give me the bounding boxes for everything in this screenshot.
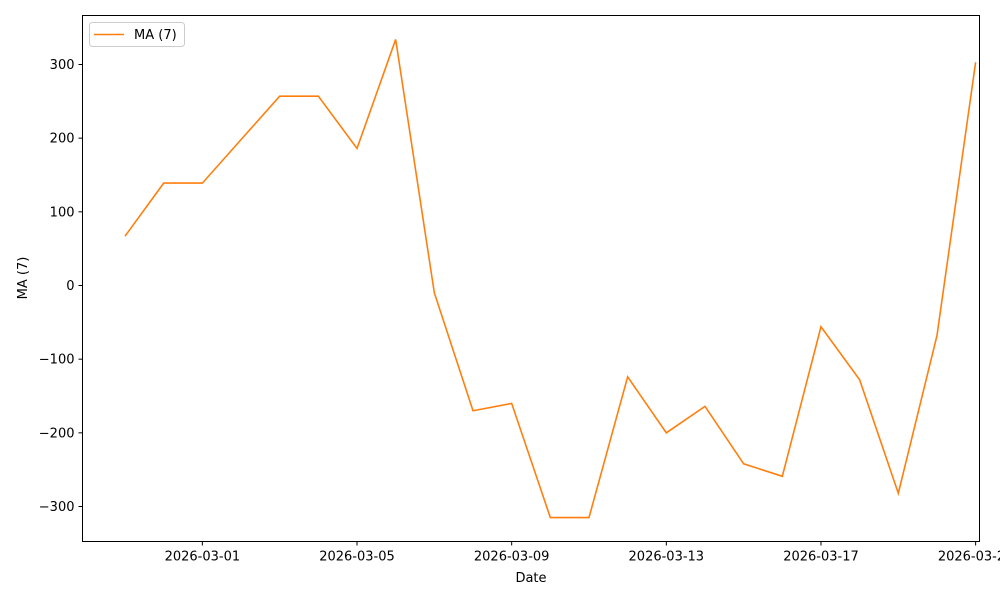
x-tick-label: 2026-03-21 bbox=[938, 550, 1000, 565]
legend: MA (7) bbox=[89, 22, 185, 47]
y-tick-label: −100 bbox=[39, 353, 75, 368]
x-tick-label: 2026-03-09 bbox=[474, 550, 550, 565]
y-tick-label: 300 bbox=[50, 58, 75, 73]
y-axis-label: MA (7) bbox=[16, 257, 31, 300]
legend-box bbox=[89, 22, 185, 47]
legend-label: MA (7) bbox=[134, 28, 177, 43]
y-tick-label: 0 bbox=[66, 279, 74, 294]
x-tick-label: 2026-03-05 bbox=[319, 550, 395, 565]
series-line-ma7 bbox=[124, 39, 977, 519]
x-tick-label: 2026-03-13 bbox=[629, 550, 705, 565]
y-tick-label: 100 bbox=[50, 205, 75, 220]
plot-frame bbox=[82, 15, 980, 542]
x-tick-label: 2026-03-01 bbox=[165, 550, 241, 565]
x-tick-label: 2026-03-17 bbox=[783, 550, 859, 565]
y-tick-label: −200 bbox=[39, 426, 75, 441]
y-tick-label: −300 bbox=[39, 500, 75, 515]
x-axis-label: Date bbox=[515, 571, 546, 586]
y-tick-label: 200 bbox=[50, 132, 75, 147]
